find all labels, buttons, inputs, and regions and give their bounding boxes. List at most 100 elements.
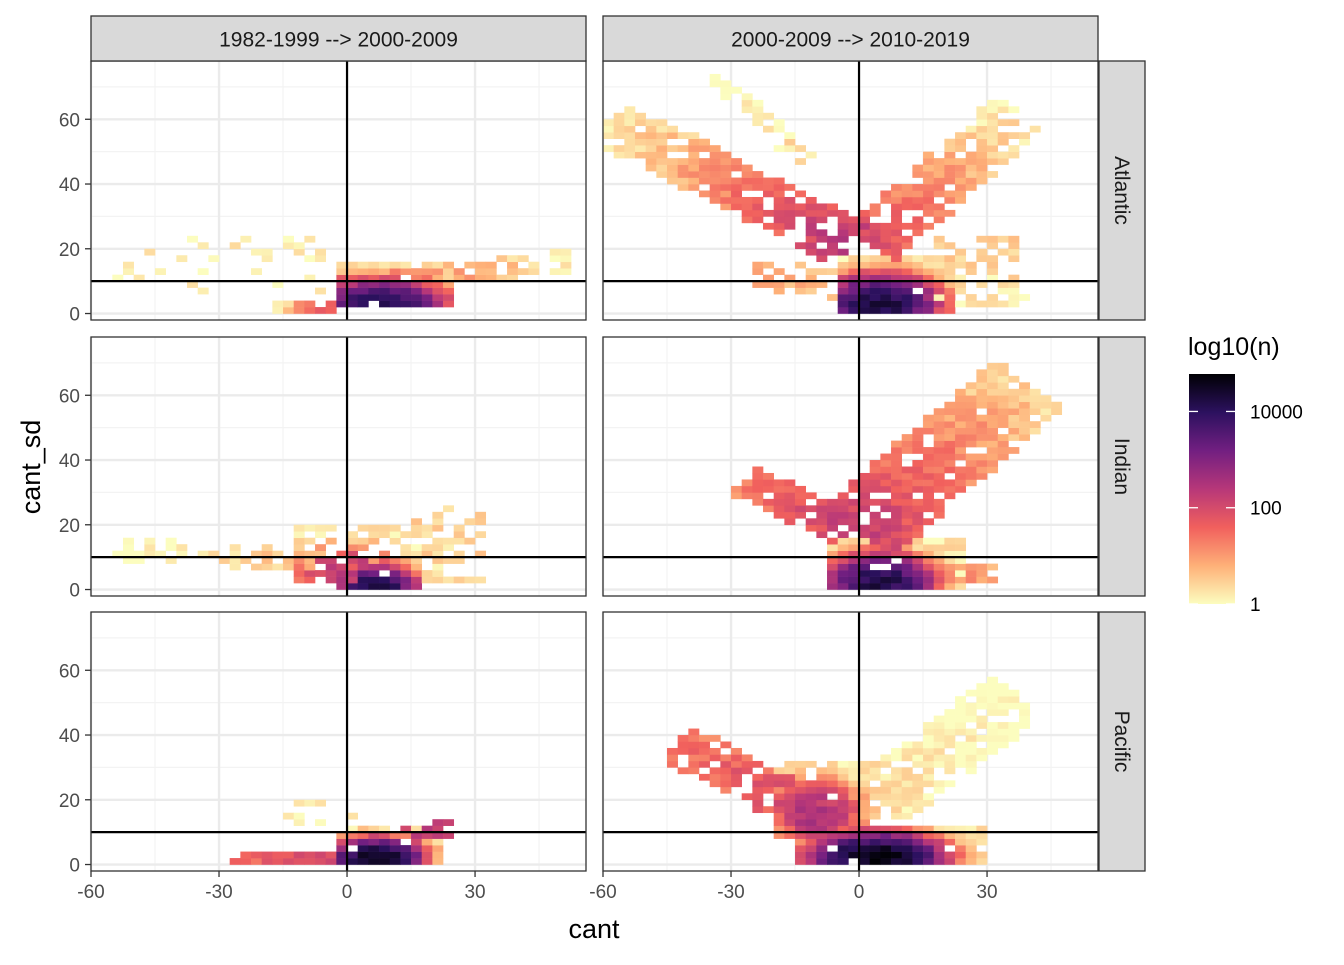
heatmap-tile <box>933 209 945 217</box>
heatmap-tile <box>389 832 401 839</box>
heatmap-tile <box>837 492 849 500</box>
heatmap-tile <box>933 563 945 571</box>
heatmap-tile <box>229 550 241 558</box>
heatmap-tile <box>880 300 892 308</box>
heatmap-tile <box>869 511 881 519</box>
heatmap-tile <box>923 793 935 801</box>
heatmap-tile <box>1019 294 1031 301</box>
heatmap-tile <box>848 557 860 564</box>
heatmap-tile <box>389 274 401 282</box>
heatmap-tile <box>869 281 881 288</box>
heatmap-tile <box>805 825 817 833</box>
heatmap-tile <box>869 576 881 584</box>
heatmap-tile <box>709 767 721 775</box>
heatmap-tile <box>528 261 540 269</box>
heatmap-tile <box>347 550 359 558</box>
heatmap-tile <box>699 158 710 165</box>
heatmap-tile <box>987 158 999 165</box>
heatmap-tile <box>112 550 124 558</box>
heatmap-tile <box>699 735 710 742</box>
heatmap-tile <box>923 460 935 467</box>
heatmap-tile <box>485 268 497 275</box>
panel-border <box>90 336 587 597</box>
heatmap-tile <box>421 576 433 584</box>
heatmap-tile <box>987 242 999 250</box>
heatmap-tile <box>805 274 817 282</box>
heatmap-tile <box>923 492 935 500</box>
heatmap-tile <box>816 216 828 224</box>
heatmap-tile <box>901 447 913 454</box>
heatmap-tile <box>901 583 913 590</box>
heatmap-tile <box>997 375 1009 383</box>
heatmap-tile <box>389 583 401 590</box>
heatmap-tile <box>315 531 326 539</box>
heatmap-tile <box>763 261 774 269</box>
heatmap-tile <box>955 132 967 139</box>
heatmap-tile <box>549 268 561 275</box>
heatmap-tile <box>1029 427 1041 435</box>
heatmap-tile <box>773 145 785 152</box>
heatmap-tile <box>411 858 423 865</box>
heatmap-tile <box>869 472 881 480</box>
heatmap-tile <box>795 773 806 781</box>
heatmap-tile <box>560 255 572 263</box>
heatmap-tile <box>901 268 913 275</box>
heatmap-tile <box>848 583 860 590</box>
heatmap-tile <box>795 485 806 493</box>
heatmap-tile <box>923 222 935 230</box>
y-tick-label: 20 <box>59 516 80 537</box>
heatmap-tile <box>837 531 849 539</box>
heatmap-tile <box>507 255 519 263</box>
heatmap-tile <box>699 164 710 172</box>
heatmap-tile <box>773 819 785 826</box>
heatmap-tile <box>944 196 956 204</box>
heatmap-tile <box>955 274 967 282</box>
heatmap-tile <box>560 248 572 256</box>
heatmap-tile <box>976 145 988 152</box>
heatmap-tile <box>816 498 828 506</box>
heatmap-tile <box>859 222 871 230</box>
heatmap-tile <box>613 112 625 120</box>
heatmap-tile <box>784 479 796 487</box>
legend-tick-label: 100 <box>1250 499 1282 520</box>
heatmap-tile <box>283 242 294 250</box>
heatmap-tile <box>357 300 369 308</box>
heatmap-tile <box>827 524 838 532</box>
heatmap-tile <box>389 537 401 545</box>
heatmap-tile <box>891 229 903 237</box>
heatmap-tile <box>293 576 305 584</box>
heatmap-tile <box>763 786 774 794</box>
heatmap-tile <box>987 401 999 409</box>
heatmap-tile <box>987 171 999 178</box>
heatmap-tile <box>955 184 967 191</box>
heatmap-tile <box>869 242 881 250</box>
heatmap-tile <box>976 235 988 243</box>
heatmap-tile <box>389 851 401 859</box>
heatmap-tile <box>293 242 305 250</box>
heatmap-tile <box>997 99 1009 107</box>
heatmap-tile <box>368 858 380 865</box>
heatmap-tile <box>891 851 903 859</box>
heatmap-tile <box>869 760 881 768</box>
heatmap-tile <box>411 838 423 846</box>
heatmap-tile <box>891 460 903 467</box>
heatmap-tile <box>400 294 412 301</box>
heatmap-tile <box>741 184 753 191</box>
heatmap-tile <box>880 832 892 839</box>
heatmap-tile <box>784 832 796 839</box>
heatmap-tile <box>859 268 871 275</box>
heatmap-tile <box>347 832 359 839</box>
heatmap-tile <box>869 825 881 833</box>
panel-atlantic-2 <box>601 60 1099 321</box>
heatmap-tile <box>432 261 444 269</box>
heatmap-tile <box>197 287 209 295</box>
heatmap-tile <box>699 760 710 768</box>
heatmap-tile <box>325 851 337 859</box>
heatmap-tile <box>197 268 209 275</box>
heatmap-tile <box>827 203 838 211</box>
heatmap-tile <box>720 786 732 794</box>
heatmap-tile <box>933 760 945 768</box>
heatmap-tile <box>933 294 945 301</box>
heatmap-tile <box>880 518 892 526</box>
heatmap-tile <box>315 550 326 558</box>
